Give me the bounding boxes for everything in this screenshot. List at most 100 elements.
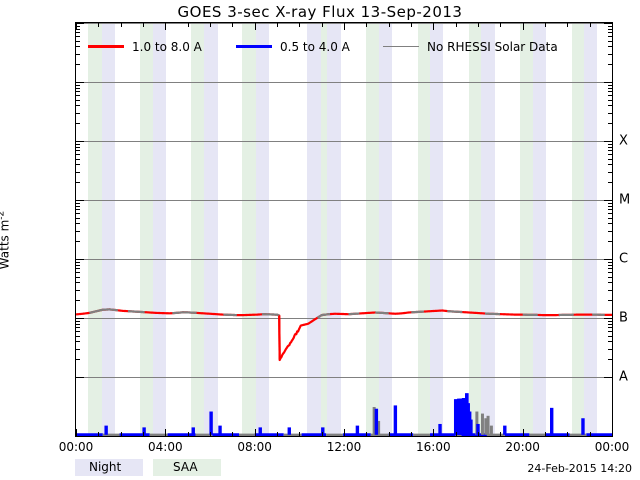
x-axis-tick: [121, 432, 122, 436]
x-axis-tick-top: [188, 23, 189, 27]
y-axis-tick: [76, 209, 80, 210]
y-axis-tick-right: [608, 41, 612, 42]
night-band: [204, 23, 218, 436]
legend-label-short-channel: 0.5 to 4.0 A: [280, 40, 350, 54]
night-band: [429, 23, 444, 436]
y-axis-tick-right: [608, 144, 612, 145]
x-axis-tick: [433, 429, 434, 436]
night-band: [153, 23, 167, 436]
y-axis-tick-right: [608, 159, 612, 160]
y-axis-tick: [76, 318, 84, 319]
x-axis-tick-top: [389, 23, 390, 27]
gridline: [76, 436, 612, 437]
x-axis-tick-top: [456, 23, 457, 27]
y-axis-tick: [76, 88, 80, 89]
x-axis-tick: [500, 432, 501, 436]
x-axis-tick-top: [545, 23, 546, 27]
y-axis-tick: [76, 141, 84, 142]
night-band: [584, 23, 598, 436]
y-axis-tick: [76, 91, 80, 92]
no-rhessi-overlay-segment: [127, 310, 145, 314]
y-axis-tick-right: [604, 318, 612, 319]
y-axis-tick: [76, 26, 80, 27]
y-axis-tick-right: [608, 331, 612, 332]
y-axis-tick-right: [608, 54, 612, 55]
x-axis-tick-label: 04:00: [148, 440, 183, 454]
x-axis-tick: [76, 429, 77, 436]
y-axis-tick-right: [608, 154, 612, 155]
night-swatch-icon: [75, 459, 143, 476]
y-axis-tick: [76, 154, 80, 155]
y-axis-tick-right: [608, 36, 612, 37]
y-axis-tick-right: [608, 277, 612, 278]
x-axis-tick: [322, 432, 323, 436]
night-band: [378, 23, 392, 436]
x-axis-tick-top: [523, 23, 524, 30]
legend-item-no-rhessi[interactable]: No RHESSI Solar Data: [383, 39, 558, 55]
x-axis-tick-top: [98, 23, 99, 27]
y-axis-tick: [76, 85, 80, 86]
y-axis-tick: [76, 262, 80, 263]
y-axis-tick-right: [608, 105, 612, 106]
gridline: [76, 318, 612, 319]
saa-band: [242, 23, 256, 436]
y-axis-tick: [76, 82, 84, 83]
x-axis-tick-top: [277, 23, 278, 27]
y-axis-tick-right: [608, 300, 612, 301]
x-axis-tick-top: [299, 23, 300, 27]
x-axis-tick-top: [255, 23, 256, 30]
x-axis-tick: [545, 432, 546, 436]
y-axis-tick-right: [608, 290, 612, 291]
legend-item-long-channel[interactable]: 1.0 to 8.0 A: [88, 39, 202, 55]
y-axis-tick-right: [608, 218, 612, 219]
x-axis-tick: [411, 432, 412, 436]
y-axis-tick: [76, 144, 80, 145]
y-axis-tick: [76, 150, 80, 151]
y-axis-tick-right: [608, 206, 612, 207]
y-axis-tick-right: [608, 321, 612, 322]
x-axis-tick-label: 00:00: [58, 440, 94, 454]
legend-label-long-channel: 1.0 to 8.0 A: [132, 40, 202, 54]
saa-band: [88, 23, 102, 436]
y-axis-tick-right: [604, 259, 612, 260]
gridline: [76, 141, 612, 142]
y-axis-tick-right: [608, 113, 612, 114]
no-rhessi-overlay-segment: [89, 308, 119, 314]
x-axis-tick: [232, 432, 233, 436]
x-axis-tick-label: 08:00: [237, 440, 272, 454]
flare-class-label: A: [619, 369, 628, 385]
night-band: [481, 23, 495, 436]
data-traces-layer: [76, 308, 612, 436]
y-axis-tick: [76, 172, 80, 173]
x-axis-tick-top: [322, 23, 323, 27]
y-axis-tick: [76, 164, 80, 165]
x-axis-tick-top: [366, 23, 367, 27]
chart-plot-area[interactable]: 1.0 to 8.0 A 0.5 to 4.0 A No RHESSI Sola…: [75, 22, 613, 437]
legend-swatch-red-icon: [88, 45, 124, 48]
y-axis-tick-right: [608, 349, 612, 350]
x-axis-tick: [389, 432, 390, 436]
y-axis-tick-right: [604, 82, 612, 83]
x-axis-tick-top: [121, 23, 122, 27]
y-axis-tick: [76, 265, 80, 266]
y-axis-tick: [76, 182, 80, 183]
y-axis-tick: [76, 113, 80, 114]
x-axis-tick-top: [143, 23, 144, 27]
saa-band: [191, 23, 205, 436]
gridline: [76, 82, 612, 83]
y-axis-tick: [76, 259, 84, 260]
y-axis-tick: [76, 349, 80, 350]
y-axis-tick-right: [608, 164, 612, 165]
y-axis-tick: [76, 324, 80, 325]
saa-band: [520, 23, 533, 436]
legend-swatch-gray-icon: [383, 46, 419, 47]
legend-item-short-channel[interactable]: 0.5 to 4.0 A: [236, 39, 350, 55]
y-axis-tick: [76, 341, 80, 342]
y-axis-tick: [75, 436, 84, 437]
x-axis-tick: [366, 432, 367, 436]
y-axis-tick-right: [608, 359, 612, 360]
y-axis-tick-right: [608, 123, 612, 124]
shading-bands-layer: [76, 23, 612, 436]
y-axis-tick-right: [604, 200, 612, 201]
y-axis-tick: [76, 36, 80, 37]
